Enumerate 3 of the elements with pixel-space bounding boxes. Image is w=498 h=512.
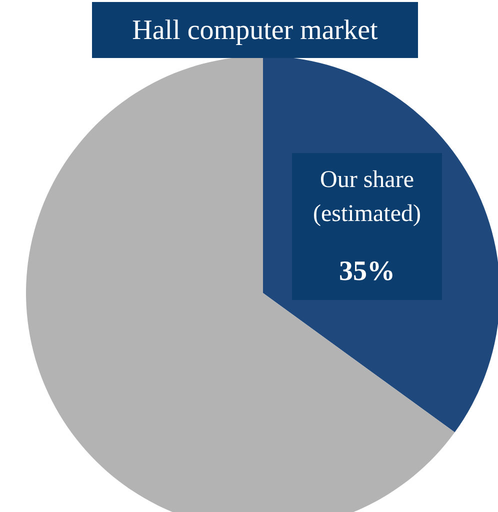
data-label: 35% xyxy=(339,256,395,287)
slice-label: Our share (estimated) xyxy=(313,167,421,227)
chart-title: Hall computer market xyxy=(132,15,378,46)
